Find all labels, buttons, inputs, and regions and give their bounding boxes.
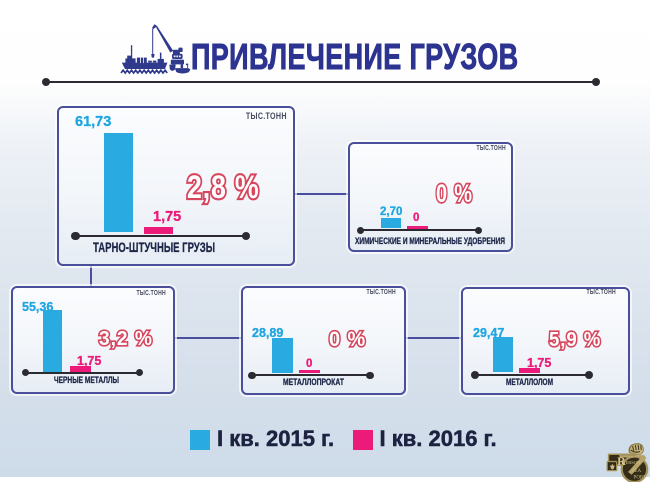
- svg-text:⚜: ⚜: [609, 463, 616, 471]
- svg-text:R: R: [617, 454, 626, 468]
- svg-text:PORT: PORT: [634, 475, 646, 480]
- svg-text:SEA: SEA: [632, 469, 642, 474]
- svg-text:HERSON: HERSON: [622, 460, 641, 465]
